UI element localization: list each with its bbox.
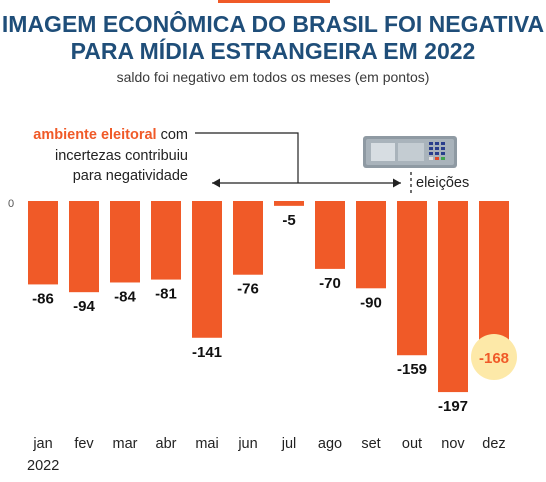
x-tick-label-out: out bbox=[402, 436, 422, 452]
y-zero-label: 0 bbox=[8, 198, 14, 210]
x-tick-label-abr: abr bbox=[156, 436, 177, 452]
x-tick-label-fev: fev bbox=[74, 436, 94, 452]
annotation-highlight: ambiente eleitoral bbox=[33, 127, 156, 143]
bar-jul bbox=[274, 201, 304, 206]
chart-title-line1: IMAGEM ECONÔMICA DO BRASIL FOI NEGATIVA bbox=[1, 11, 545, 37]
arrow-left-icon bbox=[212, 178, 220, 188]
chart-title-line2: PARA MÍDIA ESTRANGEIRA EM 2022 bbox=[70, 38, 476, 64]
annotation-line3: para negatividade bbox=[73, 168, 188, 184]
x-tick-label-jul: jul bbox=[281, 436, 297, 452]
bar-jun bbox=[233, 201, 263, 275]
bar-mar bbox=[110, 201, 140, 283]
year-label: 2022 bbox=[27, 458, 59, 474]
bar-out bbox=[397, 201, 427, 356]
value-label-jan: -86 bbox=[32, 290, 54, 307]
x-tick-label-nov: nov bbox=[441, 436, 465, 452]
value-label-ago: -70 bbox=[319, 275, 341, 292]
value-label-nov: -197 bbox=[438, 398, 468, 415]
bar-jan bbox=[28, 201, 58, 285]
top-accent-bar bbox=[218, 0, 330, 3]
annotation-line2: incertezas contribuiu bbox=[55, 148, 188, 164]
bar-set bbox=[356, 201, 386, 289]
x-tick-label-set: set bbox=[361, 436, 380, 452]
value-label-abr: -81 bbox=[155, 286, 177, 303]
chart-header: IMAGEM ECONÔMICA DO BRASIL FOI NEGATIVA … bbox=[0, 0, 546, 85]
annotation-connector bbox=[195, 132, 299, 183]
value-label-mar: -84 bbox=[114, 288, 136, 305]
annotation-line1-rest: com bbox=[157, 127, 188, 143]
x-axis-labels: jan fev mar abr mai jun jul ago set out nov dez bbox=[32, 436, 505, 452]
x-tick-label-jun: jun bbox=[237, 436, 257, 452]
chart-title: IMAGEM ECONÔMICA DO BRASIL FOI NEGATIVA … bbox=[0, 11, 546, 65]
x-tick-label-ago: ago bbox=[318, 436, 342, 452]
value-label-mai: -141 bbox=[192, 344, 222, 361]
x-tick-label-mai: mai bbox=[195, 436, 218, 452]
x-tick-label-dez: dez bbox=[482, 436, 505, 452]
voting-machine-icon bbox=[363, 136, 457, 168]
value-label-set: -90 bbox=[360, 294, 382, 311]
elections-label: eleições bbox=[416, 175, 469, 191]
x-tick-label-jan: jan bbox=[32, 436, 52, 452]
highlight-circle bbox=[471, 333, 517, 380]
x-tick-label-mar: mar bbox=[113, 436, 138, 452]
value-label-jun: -76 bbox=[237, 281, 259, 298]
bar-nov bbox=[438, 201, 468, 393]
annotation: ambiente eleitoral com incertezas contri… bbox=[33, 127, 469, 196]
bar-fev bbox=[69, 201, 99, 293]
chart-subtitle: saldo foi negativo em todos os meses (em… bbox=[116, 69, 430, 85]
value-label-jul: -5 bbox=[282, 212, 295, 229]
value-label-fev: -94 bbox=[73, 298, 95, 315]
value-labels-group: -86 -94 -84 -81 -141 -76 -5 -70 -90 -159 -197 -168 bbox=[32, 212, 517, 415]
bars-group bbox=[28, 201, 509, 393]
bar-mai bbox=[192, 201, 222, 338]
bar-abr bbox=[151, 201, 181, 280]
arrow-right-icon bbox=[393, 178, 401, 188]
value-label-out: -159 bbox=[397, 361, 427, 378]
value-label-dez: -168 bbox=[479, 350, 509, 367]
annotation-line1: ambiente eleitoral com bbox=[33, 127, 188, 143]
bar-ago bbox=[315, 201, 345, 269]
